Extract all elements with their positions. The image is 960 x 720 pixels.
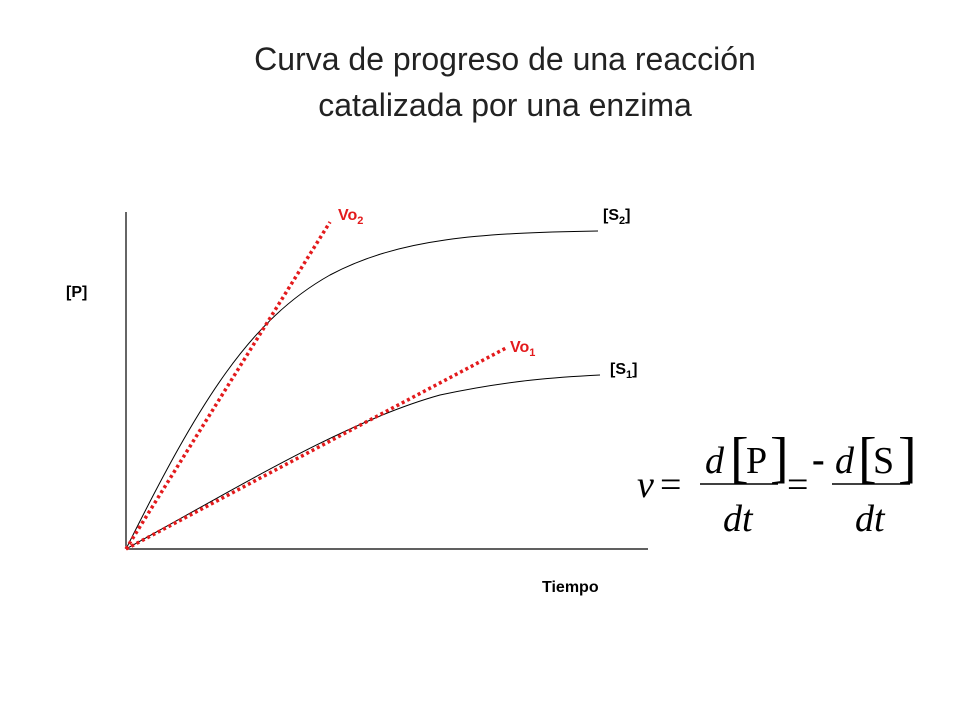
eq-s: S bbox=[873, 440, 894, 482]
tangent-vo2 bbox=[124, 221, 332, 550]
y-axis-label: [P] bbox=[66, 284, 87, 301]
eq-v: v bbox=[637, 464, 654, 506]
title-line-1: Curva de progreso de una reacción bbox=[254, 41, 756, 77]
eq-dt-denominator-1: dt bbox=[723, 498, 754, 540]
eq-d-numerator-2: d bbox=[835, 440, 855, 482]
curve-s1 bbox=[125, 374, 601, 550]
x-axis-label: Tiempo bbox=[542, 579, 599, 596]
eq-equals-2: = bbox=[787, 464, 808, 506]
eq-bracket-right-2: ] bbox=[898, 427, 917, 489]
eq-bracket-left-1: [ bbox=[730, 427, 749, 489]
title-line-2: catalizada por una enzima bbox=[318, 87, 692, 123]
rate-equation: v = d [ P ] dt = - d [ S ] dt bbox=[637, 427, 917, 540]
eq-bracket-right-1: ] bbox=[770, 427, 789, 489]
eq-bracket-left-2: [ bbox=[858, 427, 877, 489]
eq-d-numerator-1: d bbox=[705, 440, 725, 482]
eq-equals-1: = bbox=[660, 464, 681, 506]
eq-p: P bbox=[746, 440, 767, 482]
label-vo1: Vo1 bbox=[510, 339, 535, 359]
diagram-title: Curva de progreso de una reacción catali… bbox=[180, 36, 830, 128]
tangent-vo1 bbox=[125, 346, 507, 551]
curve-s2 bbox=[125, 230, 599, 550]
label-s2: [S2] bbox=[603, 207, 630, 227]
label-s1: [S1] bbox=[610, 361, 637, 381]
eq-dt-denominator-2: dt bbox=[855, 498, 886, 540]
eq-minus: - bbox=[812, 439, 825, 481]
label-vo2: Vo2 bbox=[338, 207, 363, 227]
